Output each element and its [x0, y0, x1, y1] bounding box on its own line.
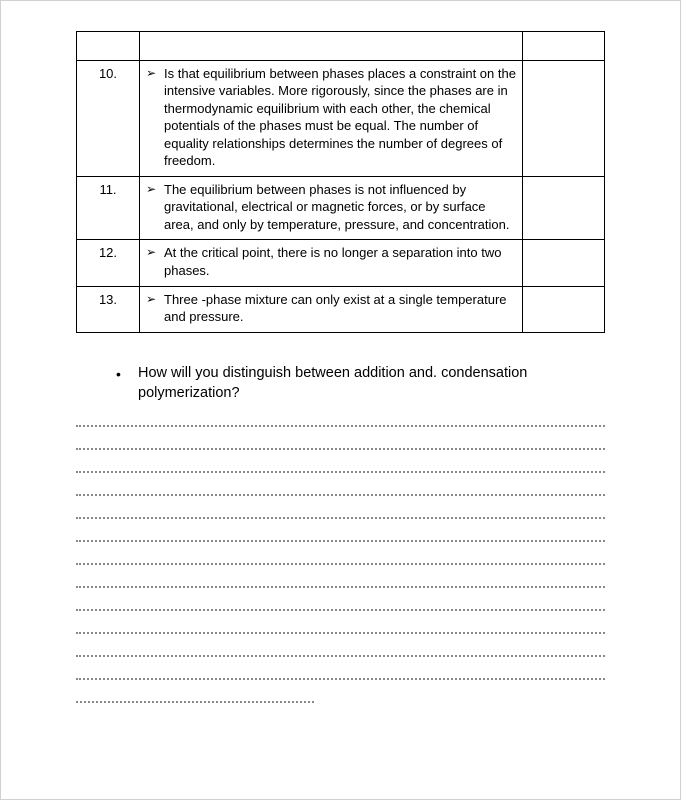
phases-table: 10. ➢ Is that equilibrium between phases… [76, 31, 605, 333]
answer-line [76, 471, 605, 473]
table-header-row-empty [77, 32, 605, 61]
question-item: • How will you distinguish between addit… [116, 363, 595, 404]
arrow-icon: ➢ [146, 181, 156, 197]
answer-line [76, 540, 605, 542]
table-row: 11. ➢ The equilibrium between phases is … [77, 176, 605, 240]
row-text-cell: ➢ Is that equilibrium between phases pla… [140, 60, 523, 176]
answer-line [76, 517, 605, 519]
answer-line [76, 632, 605, 634]
answer-line [76, 586, 605, 588]
empty-cell [523, 60, 605, 176]
page-content: 10. ➢ Is that equilibrium between phases… [1, 1, 680, 703]
empty-cell [523, 176, 605, 240]
question-text: How will you distinguish between additio… [138, 365, 527, 401]
arrow-icon: ➢ [146, 291, 156, 307]
row-number: 10. [77, 60, 140, 176]
row-text-cell: ➢ At the critical point, there is no lon… [140, 240, 523, 286]
bullet-item: ➢ Three -phase mixture can only exist at… [146, 291, 516, 326]
row-number: 12. [77, 240, 140, 286]
answer-line-short [76, 701, 314, 703]
answer-line [76, 655, 605, 657]
answer-line [76, 609, 605, 611]
empty-cell [77, 32, 140, 61]
answer-line [76, 494, 605, 496]
row-text-cell: ➢ The equilibrium between phases is not … [140, 176, 523, 240]
bullet-icon: • [116, 365, 121, 385]
row-number: 13. [77, 286, 140, 332]
answer-line [76, 563, 605, 565]
row-number: 11. [77, 176, 140, 240]
table-row: 13. ➢ Three -phase mixture can only exis… [77, 286, 605, 332]
arrow-icon: ➢ [146, 244, 156, 260]
empty-cell [140, 32, 523, 61]
question-block: • How will you distinguish between addit… [76, 363, 605, 404]
arrow-icon: ➢ [146, 65, 156, 81]
bullet-item: ➢ Is that equilibrium between phases pla… [146, 65, 516, 170]
answer-line [76, 448, 605, 450]
empty-cell [523, 240, 605, 286]
answer-line [76, 678, 605, 680]
row-text: At the critical point, there is no longe… [164, 245, 501, 278]
document-page: 10. ➢ Is that equilibrium between phases… [0, 0, 681, 800]
table-row: 12. ➢ At the critical point, there is no… [77, 240, 605, 286]
empty-cell [523, 286, 605, 332]
answer-line [76, 425, 605, 427]
empty-cell [523, 32, 605, 61]
bullet-item: ➢ The equilibrium between phases is not … [146, 181, 516, 234]
row-text: Is that equilibrium between phases place… [164, 66, 516, 169]
table-row: 10. ➢ Is that equilibrium between phases… [77, 60, 605, 176]
bullet-item: ➢ At the critical point, there is no lon… [146, 244, 516, 279]
row-text: The equilibrium between phases is not in… [164, 182, 509, 232]
answer-lines [76, 425, 605, 703]
row-text-cell: ➢ Three -phase mixture can only exist at… [140, 286, 523, 332]
row-text: Three -phase mixture can only exist at a… [164, 292, 507, 325]
